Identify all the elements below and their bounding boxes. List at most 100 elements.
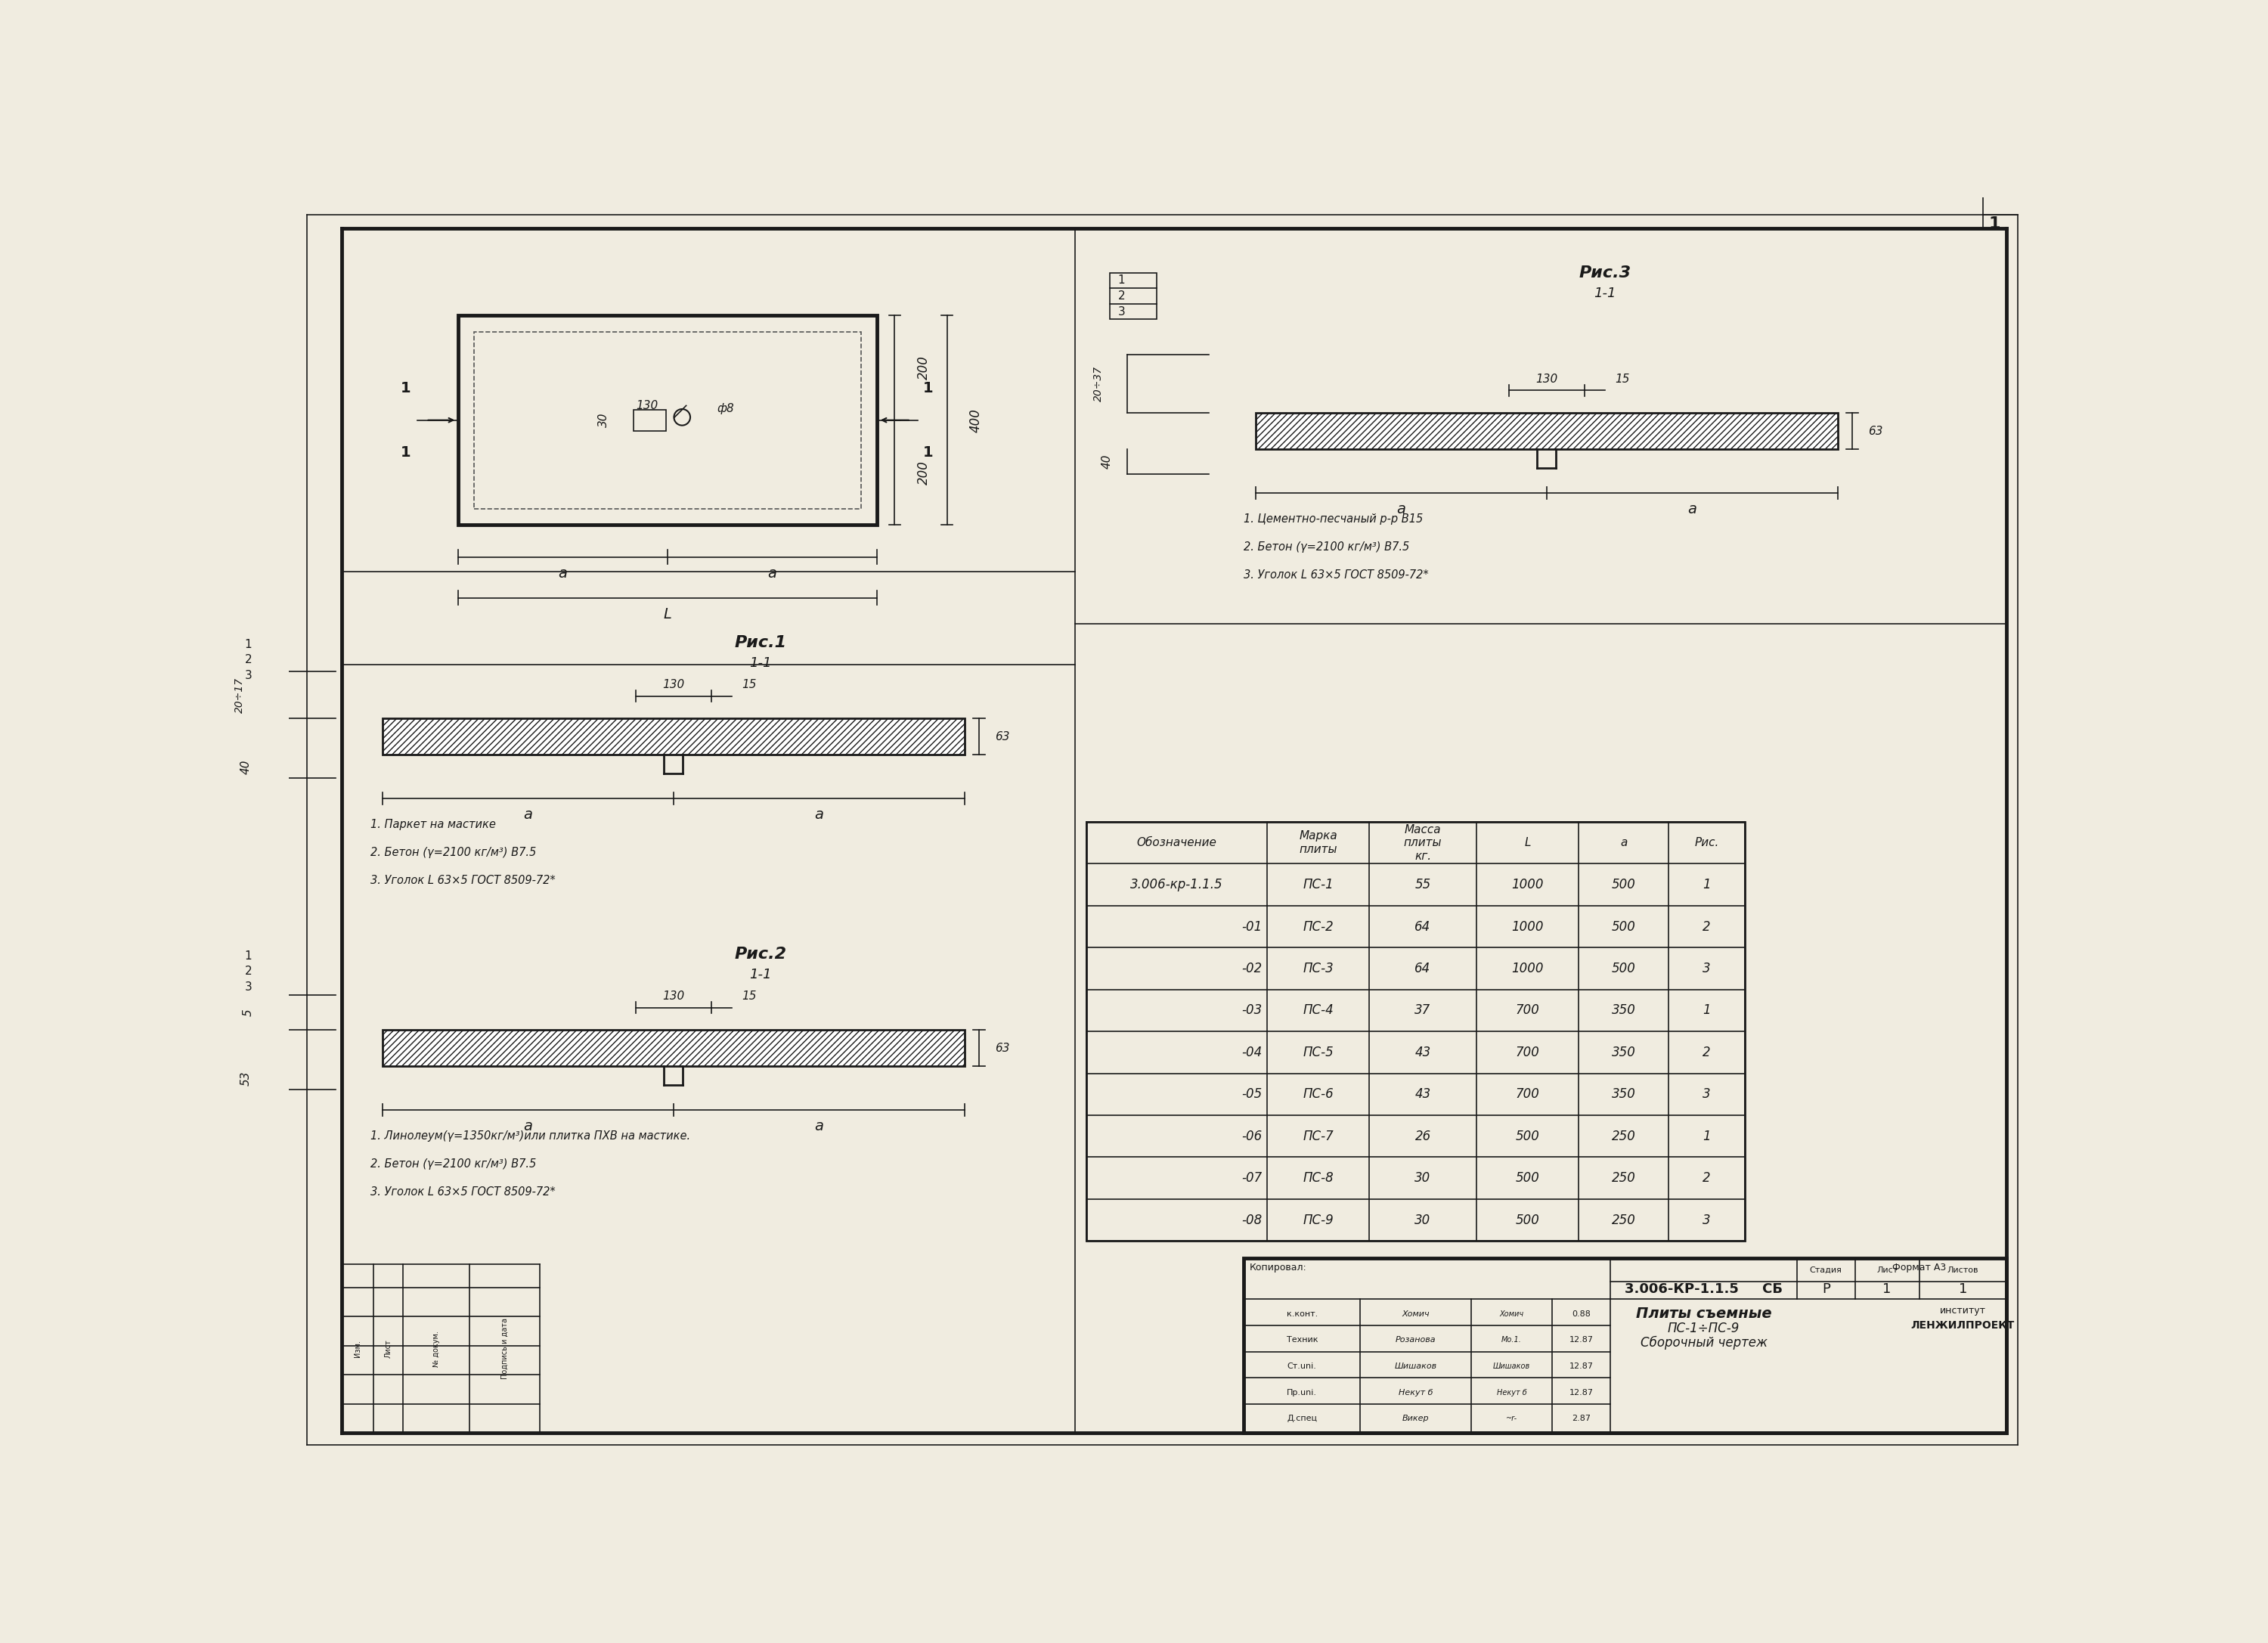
Bar [458, 315, 878, 524]
Text: 250: 250 [1613, 1171, 1635, 1185]
Text: a: a [814, 808, 823, 822]
Text: -01: -01 [1243, 920, 1263, 933]
Text: Сборочный чертеж: Сборочный чертеж [1640, 1336, 1767, 1351]
Text: 15: 15 [742, 991, 758, 1002]
Text: Лист: Лист [1876, 1267, 1898, 1273]
Text: 130: 130 [635, 399, 658, 411]
Text: 53: 53 [240, 1071, 252, 1086]
Text: 3. Уголок L 63×5 ГОСТ 8509-72*: 3. Уголок L 63×5 ГОСТ 8509-72* [1243, 570, 1429, 580]
Text: ПС-9: ПС-9 [1302, 1213, 1334, 1227]
Text: -06: -06 [1243, 1129, 1263, 1144]
Text: a: a [814, 1119, 823, 1134]
Text: 500: 500 [1613, 920, 1635, 933]
Text: 1: 1 [1989, 217, 2000, 232]
Text: 1. Линолеум(γ=1350кг/м³)или плитка ПХВ на мастике.: 1. Линолеум(γ=1350кг/м³)или плитка ПХВ н… [370, 1130, 689, 1142]
Text: Мо.1.: Мо.1. [1501, 1336, 1522, 1344]
Text: Шишаков: Шишаков [1395, 1362, 1438, 1370]
Text: 1: 1 [1118, 274, 1125, 286]
Text: 5: 5 [243, 1009, 254, 1015]
Text: 350: 350 [1613, 1045, 1635, 1060]
Text: 3: 3 [245, 981, 252, 992]
Text: 1: 1 [1703, 1129, 1710, 1144]
Text: Формат А3: Формат А3 [1892, 1262, 1946, 1272]
Text: № докум.: № докум. [433, 1331, 440, 1367]
Text: 26: 26 [1415, 1129, 1431, 1144]
Text: ф8: ф8 [717, 403, 735, 414]
Text: Пр.uni.: Пр.uni. [1286, 1388, 1318, 1397]
Text: 40: 40 [1102, 453, 1114, 468]
Text: 1-1: 1-1 [748, 968, 771, 981]
Text: ПС-1÷ПС-9: ПС-1÷ПС-9 [1667, 1321, 1740, 1336]
Text: 20÷17: 20÷17 [234, 677, 245, 713]
Text: Рис.3: Рис.3 [1579, 265, 1631, 281]
Text: ЛЕНЖИЛПРОЕКТ: ЛЕНЖИЛПРОЕКТ [1912, 1321, 2014, 1331]
Text: 1000: 1000 [1510, 920, 1545, 933]
Text: a: a [524, 1119, 533, 1134]
Text: 700: 700 [1515, 1088, 1540, 1101]
Text: 130: 130 [1535, 373, 1558, 384]
Text: a: a [524, 808, 533, 822]
Text: 350: 350 [1613, 1088, 1635, 1101]
Text: ПС-6: ПС-6 [1302, 1088, 1334, 1101]
Text: 130: 130 [662, 991, 685, 1002]
Text: 30: 30 [1415, 1171, 1431, 1185]
Text: 2. Бетон (γ=2100 кг/м³) В7.5: 2. Бетон (γ=2100 кг/м³) В7.5 [370, 1158, 538, 1170]
Text: 500: 500 [1515, 1171, 1540, 1185]
Text: 15: 15 [1615, 373, 1631, 384]
Text: Розанова: Розанова [1395, 1336, 1436, 1344]
Text: L: L [1524, 838, 1531, 848]
Text: 3: 3 [1703, 961, 1710, 976]
Text: 1: 1 [401, 381, 411, 396]
Text: Хомич: Хомич [1402, 1309, 1429, 1318]
Text: a: a [558, 567, 567, 580]
Text: ~r-: ~r- [1506, 1415, 1517, 1423]
Text: ПС-4: ПС-4 [1302, 1004, 1334, 1017]
Text: Хомич: Хомич [1499, 1309, 1524, 1318]
Text: 1000: 1000 [1510, 961, 1545, 976]
Text: ПС-1: ПС-1 [1302, 877, 1334, 892]
Bar [1256, 412, 1837, 449]
Text: 2: 2 [1703, 1171, 1710, 1185]
Text: Шишаков: Шишаков [1492, 1362, 1531, 1370]
Text: Масса
плиты
кг.: Масса плиты кг. [1404, 825, 1442, 861]
Text: 700: 700 [1515, 1045, 1540, 1060]
Text: 2: 2 [1118, 291, 1125, 302]
Text: 63: 63 [996, 1043, 1009, 1055]
Text: Марка
плиты: Марка плиты [1300, 831, 1338, 854]
Text: 130: 130 [662, 679, 685, 690]
Text: Лист: Лист [383, 1339, 392, 1359]
Text: 3. Уголок L 63×5 ГОСТ 8509-72*: 3. Уголок L 63×5 ГОСТ 8509-72* [370, 876, 556, 886]
Text: Копировал:: Копировал: [1250, 1262, 1306, 1272]
Text: 3.006-КР-1.1.5     СБ: 3.006-КР-1.1.5 СБ [1624, 1283, 1783, 1296]
Text: 64: 64 [1415, 961, 1431, 976]
Text: 500: 500 [1515, 1129, 1540, 1144]
Text: Рис.1: Рис.1 [735, 634, 787, 651]
Text: 250: 250 [1613, 1213, 1635, 1227]
Text: Некут б: Некут б [1399, 1388, 1433, 1397]
Text: 63: 63 [1869, 426, 1882, 437]
Text: -05: -05 [1243, 1088, 1263, 1101]
Text: a: a [1397, 503, 1406, 516]
Text: 3: 3 [245, 670, 252, 682]
Text: 1. Паркет на мастике: 1. Паркет на мастике [370, 820, 497, 830]
Bar [383, 1030, 964, 1066]
Text: 20÷37: 20÷37 [1093, 366, 1105, 401]
Text: Д.спец: Д.спец [1286, 1415, 1318, 1423]
Bar [633, 409, 667, 430]
Text: 250: 250 [1613, 1129, 1635, 1144]
Bar [1086, 822, 1744, 1240]
Text: 1: 1 [923, 381, 934, 396]
Text: 12.87: 12.87 [1569, 1388, 1594, 1397]
Text: 55: 55 [1415, 877, 1431, 892]
Text: Р: Р [1821, 1283, 1830, 1296]
Text: институт: институт [1939, 1306, 1987, 1316]
Text: 1-1: 1-1 [1594, 286, 1615, 301]
Text: 500: 500 [1613, 961, 1635, 976]
Text: a: a [1619, 838, 1626, 848]
Text: 12.87: 12.87 [1569, 1336, 1594, 1344]
Text: -08: -08 [1243, 1213, 1263, 1227]
Text: 30: 30 [1415, 1213, 1431, 1227]
Text: Стадия: Стадия [1810, 1267, 1842, 1273]
Bar [383, 718, 964, 754]
Text: 500: 500 [1515, 1213, 1540, 1227]
